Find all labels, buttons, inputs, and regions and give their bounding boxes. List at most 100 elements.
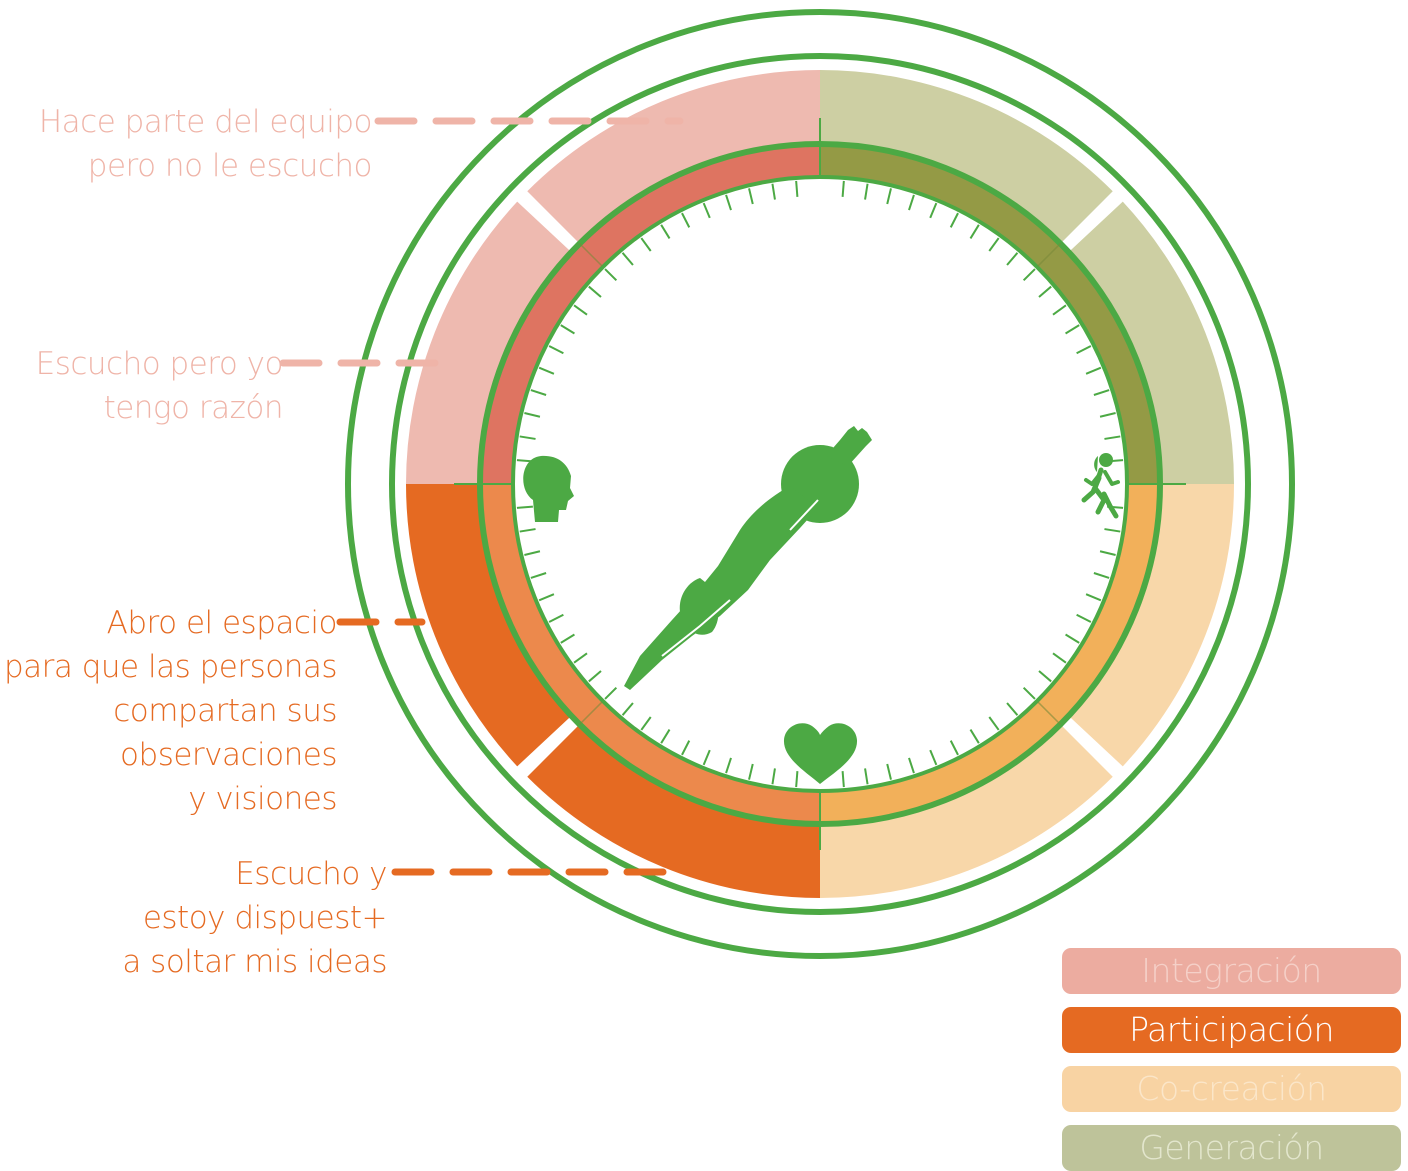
outer-rings: [345, 9, 1295, 959]
label-open-space: Abro el espacio para que las personas co…: [0, 601, 338, 821]
tick-mark: [929, 749, 938, 766]
tick-mark: [560, 324, 575, 335]
label-line: compartan sus: [113, 693, 337, 729]
heart-icon: [783, 723, 858, 784]
tick-mark: [929, 202, 938, 219]
segment-participacion-1: [527, 724, 820, 898]
tick-mark: [969, 224, 980, 239]
label-line: estoy dispuest+: [142, 900, 388, 936]
tick-mark: [1076, 613, 1092, 623]
tick-mark: [604, 686, 618, 700]
legend-participacion: Participación: [1062, 1007, 1401, 1053]
tick-mark: [988, 237, 1000, 252]
tick-mark: [748, 188, 754, 205]
band-divider: [579, 701, 603, 725]
tick-mark: [1006, 252, 1019, 266]
legend-integracion: Integración: [1062, 948, 1401, 994]
tick-mark: [771, 183, 776, 200]
head-profile-icon: [523, 455, 574, 522]
label-line: Abro el espacio: [106, 605, 338, 641]
second-ring: [389, 53, 1251, 915]
band-divider: [1037, 701, 1061, 725]
tick-mark: [538, 366, 555, 375]
label-line: Hace parte del equipo: [38, 104, 373, 140]
tick-mark: [560, 633, 575, 644]
tick-mark: [1038, 285, 1052, 298]
tick-mark: [660, 729, 671, 744]
tick-mark: [519, 435, 536, 440]
tick-mark: [841, 771, 845, 788]
tick-mark: [969, 729, 980, 744]
tick-mark: [1065, 324, 1080, 335]
segment-cocreacion-2: [820, 724, 1113, 898]
label-listen-but-right: Escucho pero yo tengo razón: [0, 342, 284, 430]
tick-mark: [1085, 593, 1102, 602]
tick-mark: [795, 180, 799, 197]
tick-mark: [725, 194, 732, 211]
tick-mark: [530, 389, 547, 396]
tick-mark: [660, 224, 671, 239]
tick-mark: [538, 593, 555, 602]
band-divider: [579, 243, 603, 267]
label-line: para que las personas: [3, 649, 338, 685]
tick-mark: [1038, 670, 1052, 683]
tick-mark: [1006, 702, 1019, 716]
tick-mark: [841, 180, 845, 197]
band-integracion: [480, 144, 820, 484]
tick-mark: [725, 757, 732, 774]
tick-mark: [640, 716, 652, 731]
tick-mark: [1099, 550, 1116, 556]
legend-cocreacion: Co-creación: [1062, 1066, 1401, 1112]
label-team-not-heard: Hace parte del equipo pero no le escucho: [0, 100, 373, 188]
tick-mark: [1052, 652, 1067, 664]
label-line: observaciones: [120, 737, 337, 773]
tick-mark: [771, 768, 776, 785]
tick-mark: [886, 188, 892, 205]
label-listen-and-let-go: Escucho y estoy dispuest+ a soltar mis i…: [0, 852, 387, 984]
label-line: pero no le escucho: [87, 148, 373, 184]
quadrant-dividers: [454, 118, 1186, 850]
label-line: Escucho pero yo: [35, 346, 284, 382]
tick-mark: [681, 212, 691, 228]
tick-mark: [1104, 435, 1121, 440]
tick-mark: [1104, 528, 1121, 533]
tick-mark: [864, 183, 869, 200]
tick-mark: [702, 749, 711, 766]
tick-mark: [588, 285, 602, 298]
tick-mark: [949, 740, 959, 756]
tick-mark: [1093, 572, 1110, 579]
tick-mark: [573, 304, 588, 316]
segment-generacion-2: [1068, 201, 1234, 484]
tick-mark: [1052, 304, 1067, 316]
tick-mark: [621, 702, 634, 716]
label-line: tengo razón: [103, 390, 284, 426]
tick-mark: [573, 652, 588, 664]
label-line: a soltar mis ideas: [122, 944, 387, 980]
tick-mark: [1022, 268, 1036, 282]
tick-mark: [548, 613, 564, 623]
tick-mark: [530, 572, 547, 579]
segment-generacion-1: [820, 70, 1113, 244]
band-participacion: [480, 484, 820, 824]
segment-participacion-2: [406, 484, 572, 767]
segment-cocreacion-1: [1068, 484, 1234, 767]
tick-mark: [548, 345, 564, 355]
tick-mark: [524, 550, 541, 556]
band-divider: [1037, 243, 1061, 267]
segment-integracion-1: [406, 201, 572, 484]
tick-mark: [908, 757, 915, 774]
segment-integracion-2: [527, 70, 820, 244]
legend-generacion: Generación: [1062, 1125, 1401, 1171]
label-line: Escucho y: [235, 856, 387, 892]
tick-mark: [604, 268, 618, 282]
tick-marks: [516, 180, 1124, 788]
tick-mark: [949, 212, 959, 228]
diving-figure-icon: [624, 426, 872, 690]
label-connectors: [279, 117, 684, 876]
tick-mark: [1085, 366, 1102, 375]
tick-mark: [621, 252, 634, 266]
tick-mark: [748, 763, 754, 780]
outer-segment-ring: [406, 70, 1234, 898]
tick-mark: [681, 740, 691, 756]
